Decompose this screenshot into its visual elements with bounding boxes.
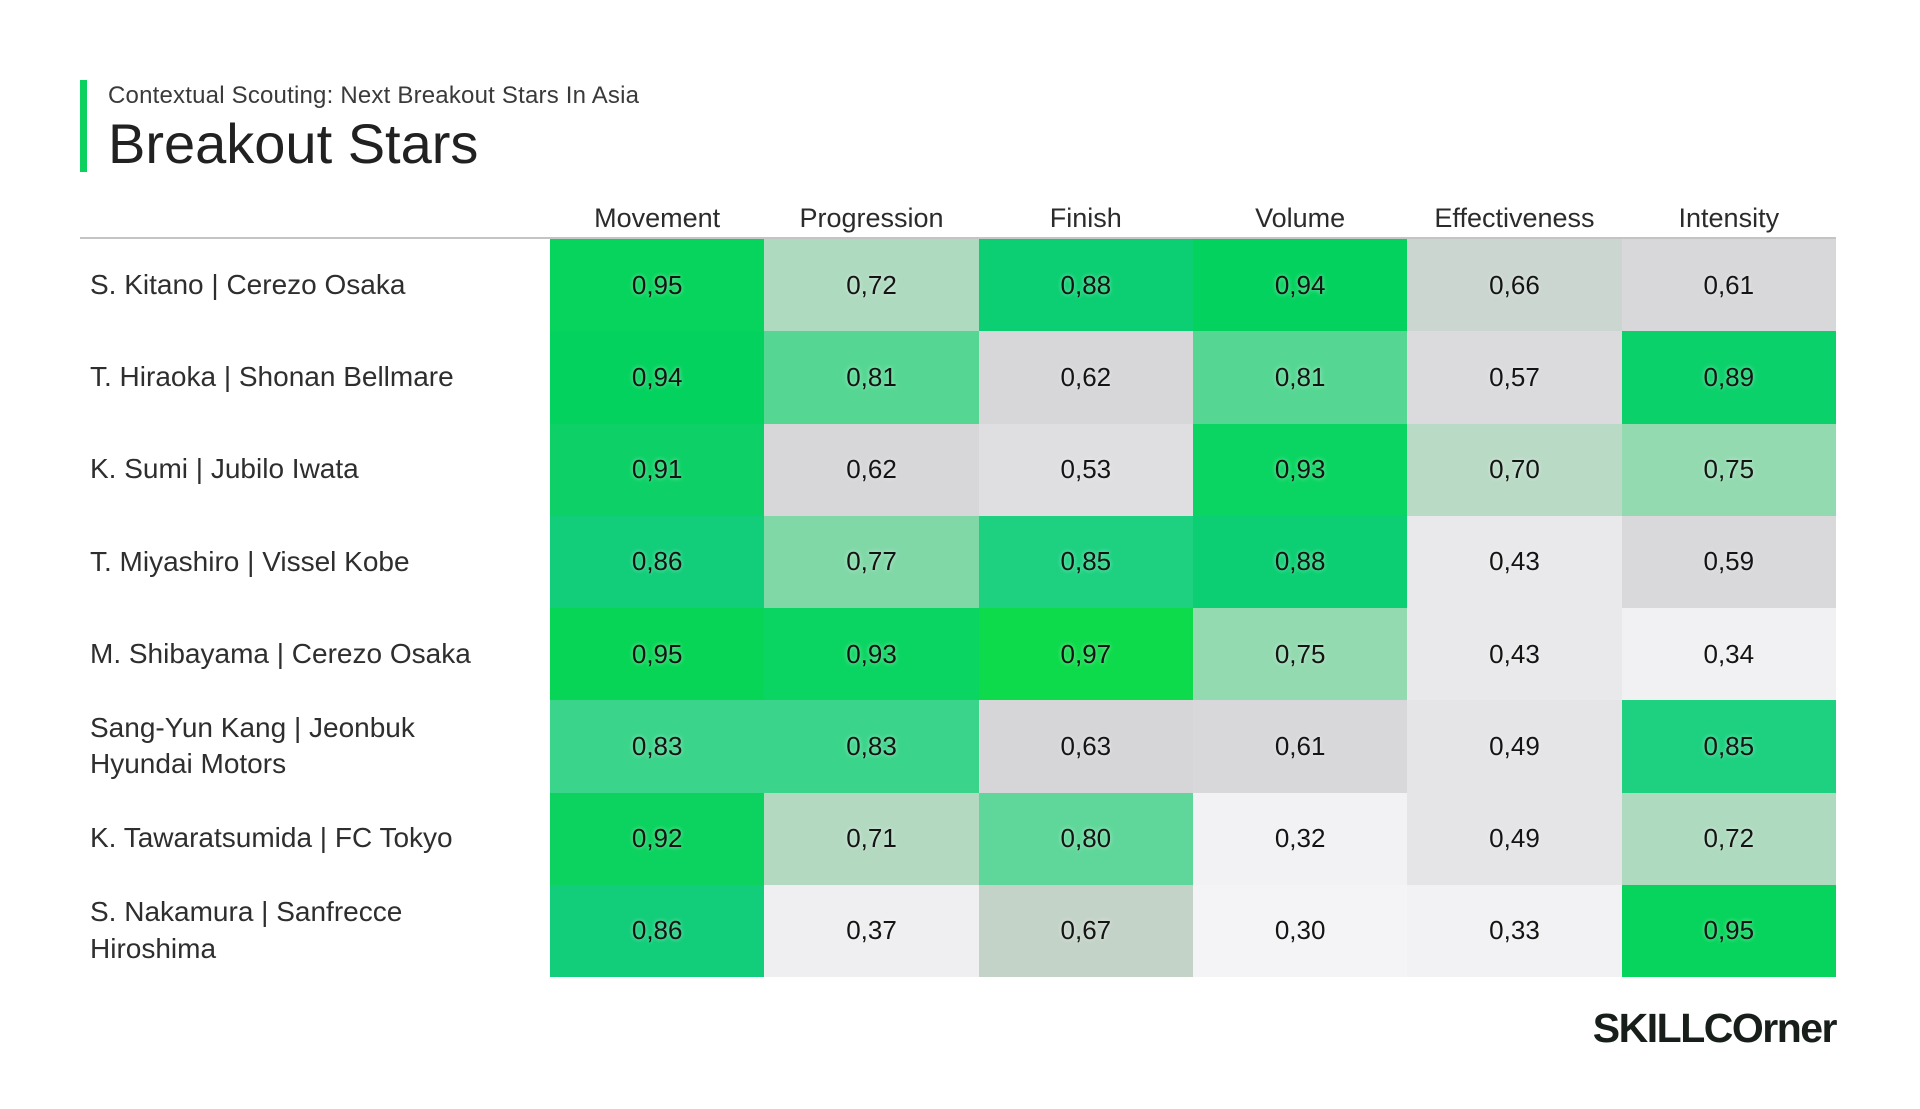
heatmap-cell: 0,34 (1621, 608, 1836, 701)
heatmap-cell: 0,94 (1192, 239, 1408, 332)
report-subtitle: Contextual Scouting: Next Breakout Stars… (108, 82, 640, 109)
header-divider (80, 237, 1836, 239)
page-title: Breakout Stars (108, 112, 479, 175)
heatmap-cell: 0,72 (1621, 792, 1836, 885)
heatmap-cell: 0,85 (978, 515, 1193, 608)
heatmap-cell: 0,33 (1407, 884, 1622, 977)
heatmap-cell: 0,93 (764, 608, 979, 701)
heatmap-cell: 0,71 (764, 792, 979, 885)
heatmap-cell: 0,89 (1621, 331, 1836, 424)
heatmap-cell: 0,70 (1407, 423, 1622, 516)
heatmap-cell: 0,81 (1192, 331, 1408, 424)
player-name: K. Tawaratsumida | FC Tokyo (90, 822, 453, 854)
heatmap-cell: 0,77 (764, 515, 979, 608)
heatmap-cell: 0,66 (1407, 239, 1622, 332)
table-row: T. Miyashiro | Vissel Kobe 0,86 0,77 0,85 0,… (0, 515, 1836, 608)
table-row: T. Hiraoka | Shonan Bellmare 0,94 0,81 0,62… (0, 331, 1836, 424)
heatmap-cell: 0,61 (1621, 239, 1836, 332)
column-header-effectiveness: Effectiveness (1434, 203, 1595, 233)
title-accent-bar (80, 80, 87, 172)
titles: Contextual Scouting: Next Breakout Stars… (108, 80, 639, 172)
heatmap-cell: 0,94 (550, 331, 765, 424)
heatmap-cell: 0,80 (978, 792, 1193, 885)
heatmap-cell: 0,49 (1407, 700, 1622, 793)
heatmap-cell: 0,88 (978, 239, 1193, 332)
skillcorner-logo-caps: SKILLCO (1592, 1005, 1764, 1051)
heatmap-cell: 0,93 (1192, 423, 1408, 516)
heatmap-cell: 0,85 (1621, 700, 1836, 793)
player-name: T. Hiraoka | Shonan Bellmare (90, 361, 454, 393)
player-name: M. Shibayama | Cerezo Osaka (90, 637, 471, 669)
heatmap-cell: 0,95 (550, 608, 765, 701)
heatmap-cell: 0,97 (978, 608, 1193, 701)
heatmap-cell: 0,30 (1192, 884, 1408, 977)
heatmap-cell: 0,95 (1621, 884, 1836, 977)
player-name: S. Kitano | Cerezo Osaka (90, 268, 406, 300)
heatmap-cell: 0,86 (550, 884, 765, 977)
heatmap-cell: 0,75 (1192, 608, 1408, 701)
heatmap-cell: 0,88 (1192, 515, 1408, 608)
heatmap-cell: 0,32 (1192, 792, 1408, 885)
heatmap-cell: 0,62 (978, 331, 1193, 424)
skillcorner-logo-lower: rner (1762, 1005, 1837, 1051)
column-header-volume: Volume (1255, 203, 1346, 233)
table-row: S. Kitano | Cerezo Osaka 0,95 0,72 0,88 0,94… (0, 239, 1836, 332)
heatmap-cell: 0,95 (550, 239, 765, 332)
column-headers: Movement Progression Finish Volume Effec… (550, 203, 1836, 234)
column-header-movement: Movement (594, 203, 721, 233)
heatmap-cell: 0,83 (764, 700, 979, 793)
heatmap-cell: 0,59 (1621, 515, 1836, 608)
heatmap-cell: 0,75 (1621, 423, 1836, 516)
heatmap-cell: 0,49 (1407, 792, 1622, 885)
table-row: K. Tawaratsumida | FC Tokyo 0,92 0,71 0,80 0… (0, 792, 1836, 885)
table-row: Sang-Yun Kang | Jeonbuk Hyundai Motors 0,… (0, 700, 1836, 793)
player-name: K. Sumi | Jubilo Iwata (90, 453, 359, 485)
table-row: K. Sumi | Jubilo Iwata 0,91 0,62 0,53 0,93 0,… (0, 423, 1836, 516)
column-header-finish: Finish (1049, 203, 1122, 233)
skillcorner-logo: SKILLCOrner (1592, 1005, 1838, 1051)
heatmap-cell: 0,61 (1192, 700, 1408, 793)
player-name: T. Miyashiro | Vissel Kobe (90, 545, 410, 577)
heatmap-cell: 0,67 (978, 884, 1193, 977)
column-header-progression: Progression (799, 203, 944, 233)
heatmap-cell: 0,53 (978, 423, 1193, 516)
heatmap-cell: 0,43 (1407, 608, 1622, 701)
player-name: Sang-Yun Kang | Jeonbuk Hyundai Motors (90, 711, 415, 780)
player-name: S. Nakamura | Sanfrecce Hiroshima (90, 896, 403, 964)
title-block: Contextual Scouting: Next Breakout Stars… (80, 80, 639, 172)
heatmap-cell: 0,63 (978, 700, 1193, 793)
heatmap-cell: 0,83 (550, 700, 765, 793)
heatmap-cell: 0,37 (764, 884, 979, 977)
heatmap-cell: 0,72 (764, 239, 979, 332)
heatmap-cell: 0,91 (550, 423, 765, 516)
heatmap-cell: 0,81 (764, 331, 979, 424)
heatmap-table: S. Kitano | Cerezo Osaka 0,95 0,72 0,88 0,94… (0, 239, 1836, 977)
heatmap-cell: 0,86 (550, 515, 765, 608)
heatmap-cell: 0,43 (1407, 515, 1622, 608)
table-row: M. Shibayama | Cerezo Osaka 0,95 0,93 0,97 0… (0, 608, 1836, 701)
heatmap-cell: 0,62 (764, 423, 979, 516)
heatmap-cell: 0,92 (550, 792, 765, 885)
table-row: S. Nakamura | Sanfrecce Hiroshima 0,86 0,3… (0, 884, 1836, 977)
column-header-intensity: Intensity (1678, 203, 1780, 233)
heatmap-cell: 0,57 (1407, 331, 1622, 424)
